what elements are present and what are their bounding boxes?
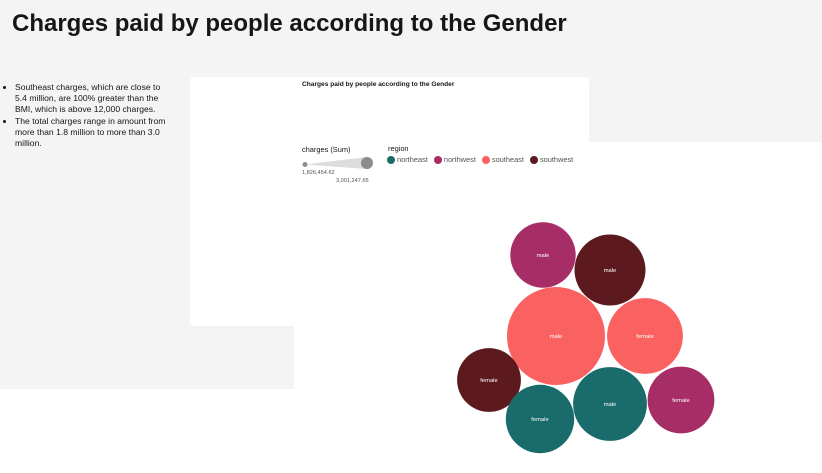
- bubble-circle: [510, 222, 576, 288]
- bubble-circle: [507, 287, 605, 385]
- bubble-circle: [573, 367, 647, 441]
- size-legend-max-dot: [361, 157, 373, 169]
- size-legend-max-label: 3,001,247.65: [336, 178, 369, 184]
- bubble-circle: [607, 298, 683, 374]
- bubble-male-southwest[interactable]: male: [574, 234, 646, 306]
- bubble-label: male: [604, 268, 617, 274]
- bubble-circle: [574, 234, 646, 306]
- bubble-female-northwest[interactable]: female: [647, 366, 715, 434]
- legend-item-southeast[interactable]: southeast: [481, 155, 524, 164]
- bubble-label: female: [531, 417, 548, 423]
- insight-item: The total charges range in amount from m…: [15, 116, 170, 150]
- bubble-circle: [457, 348, 521, 412]
- legend-item-northwest[interactable]: northwest: [433, 155, 476, 164]
- legend-swatch-southeast: [481, 155, 490, 164]
- legend-item-northeast[interactable]: northeast: [387, 155, 428, 164]
- color-legend: northeast northwest southeast southwest: [387, 155, 573, 164]
- insight-item: Southeast charges, which are close to 5.…: [15, 82, 170, 116]
- bubble-label: female: [672, 398, 689, 404]
- size-legend-title: charges (Sum): [302, 145, 351, 154]
- size-legend-min-label: 1,826,454.62: [302, 170, 335, 176]
- bubble-male-southeast[interactable]: male: [507, 287, 605, 385]
- legend-label: southwest: [539, 155, 574, 164]
- chart-title: Charges paid by people according to the …: [302, 81, 455, 88]
- legend-item-southwest[interactable]: southwest: [529, 155, 574, 164]
- bubble-female-southeast[interactable]: female: [607, 298, 683, 374]
- bubble-label: female: [480, 378, 497, 384]
- insights-panel: Southeast charges, which are close to 5.…: [6, 82, 170, 149]
- chart-card: [190, 77, 589, 326]
- bubble-male-northeast[interactable]: male: [573, 367, 647, 441]
- bubble-label: male: [550, 334, 563, 340]
- bubble-circle: [505, 384, 575, 454]
- bubble-label: female: [636, 334, 653, 340]
- page-title: Charges paid by people according to the …: [12, 10, 567, 37]
- bubble-male-northwest[interactable]: male: [510, 222, 576, 288]
- color-legend-title: region: [388, 144, 409, 153]
- legend-swatch-northeast: [387, 155, 395, 164]
- bubble-circle: [647, 366, 715, 434]
- bubble-label: male: [537, 253, 550, 259]
- legend-label: southeast: [491, 155, 524, 164]
- legend-label: northwest: [443, 155, 476, 164]
- bubble-label: male: [604, 402, 617, 408]
- size-legend-graphic: [302, 157, 373, 169]
- insights-list: Southeast charges, which are close to 5.…: [6, 82, 170, 149]
- size-legend-wedge: [305, 157, 373, 169]
- bubble-female-northeast[interactable]: female: [505, 384, 575, 454]
- bubble-female-southwest[interactable]: female: [457, 348, 521, 412]
- size-legend-min-dot: [302, 162, 308, 167]
- legend-swatch-northwest: [433, 155, 442, 164]
- legend-swatch-southwest: [529, 155, 538, 164]
- legend-label: northeast: [397, 155, 428, 164]
